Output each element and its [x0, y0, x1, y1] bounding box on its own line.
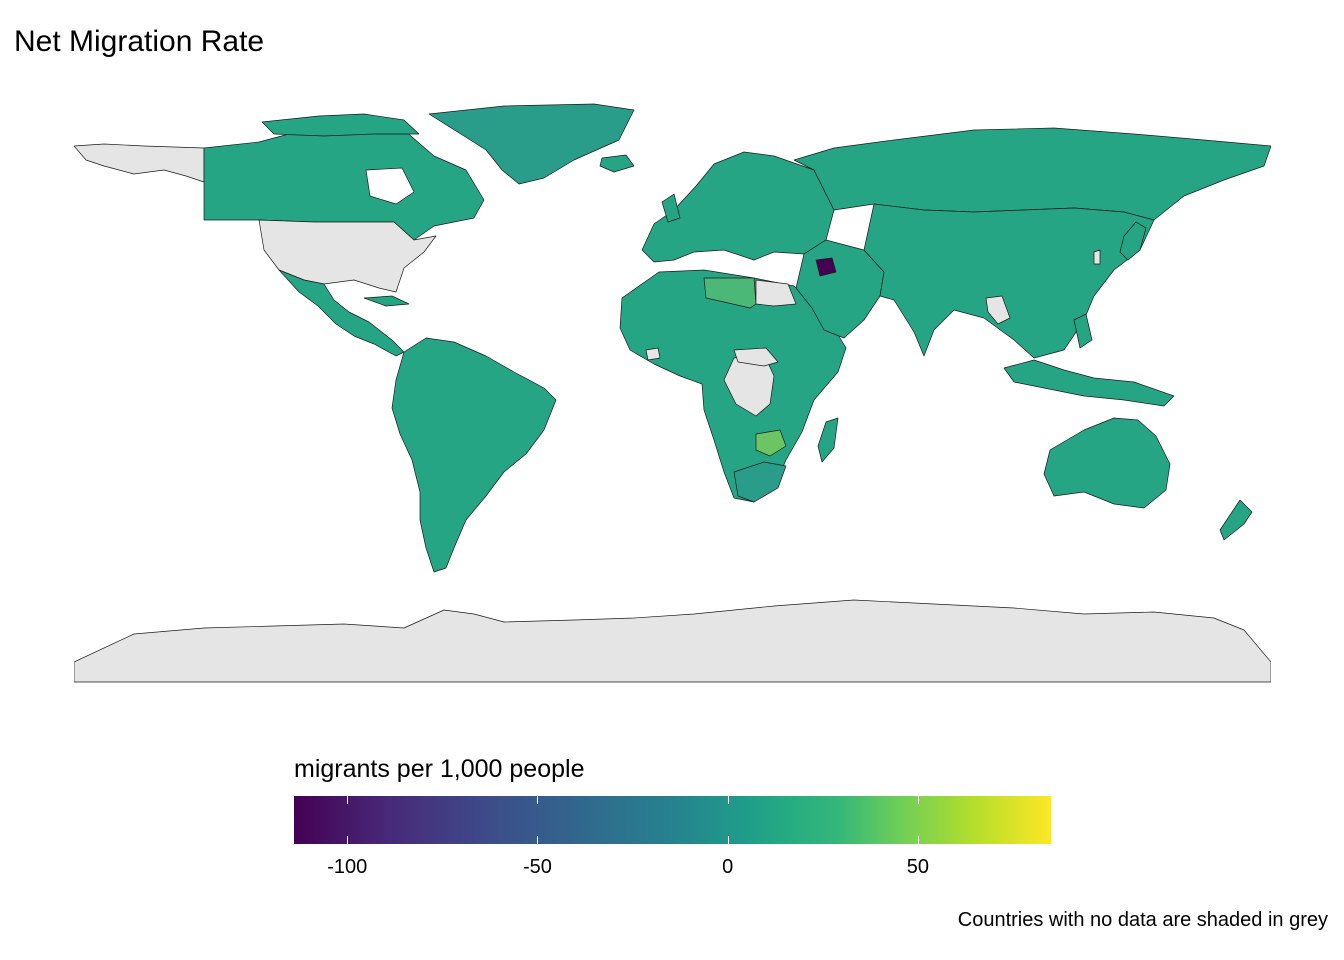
legend-tick-mark [727, 796, 729, 844]
region-syria [815, 257, 837, 277]
region-asia [863, 203, 1155, 359]
region-south-sudan [733, 347, 779, 367]
region-uk [661, 193, 681, 223]
region-cuba [363, 295, 410, 307]
legend-tick-mark [347, 796, 349, 844]
region-indonesia [1003, 359, 1175, 407]
region-taiwan [1093, 249, 1101, 265]
region-new-zealand [1219, 499, 1253, 541]
region-sierra-leone [645, 347, 661, 361]
region-egypt [755, 279, 797, 307]
region-madagascar [817, 417, 839, 463]
region-libya [703, 277, 757, 309]
legend-tick-mark [537, 796, 539, 844]
legend-tick-mark [917, 796, 919, 844]
legend-tick-label: 0 [722, 856, 734, 878]
region-russia [793, 127, 1271, 221]
region-iceland [599, 154, 635, 173]
region-greenland [428, 103, 635, 185]
chart-title: Net Migration Rate [14, 25, 265, 58]
legend-title: migrants per 1,000 people [294, 755, 585, 783]
region-hudson-bay [365, 167, 415, 205]
region-europe [641, 151, 835, 263]
legend-colorbar [294, 796, 1051, 844]
no-data-caption: Countries with no data are shaded in gre… [957, 909, 1328, 931]
region-laos [985, 295, 1011, 325]
region-australia [1043, 417, 1171, 509]
region-south-america [391, 337, 557, 573]
region-south-africa [733, 461, 787, 503]
region-antarctica [74, 599, 1271, 683]
region-alaska [74, 143, 205, 183]
legend-tick-label: -50 [523, 856, 552, 878]
region-japan [1119, 221, 1147, 261]
legend-tick-label: 50 [906, 856, 929, 878]
world-map [74, 100, 1271, 684]
region-philippines [1073, 313, 1093, 349]
legend-tick-label: -100 [327, 856, 368, 878]
world-map-svg [74, 103, 1271, 683]
region-zimbabwe [755, 429, 787, 457]
region-arctic-islands [261, 113, 420, 137]
